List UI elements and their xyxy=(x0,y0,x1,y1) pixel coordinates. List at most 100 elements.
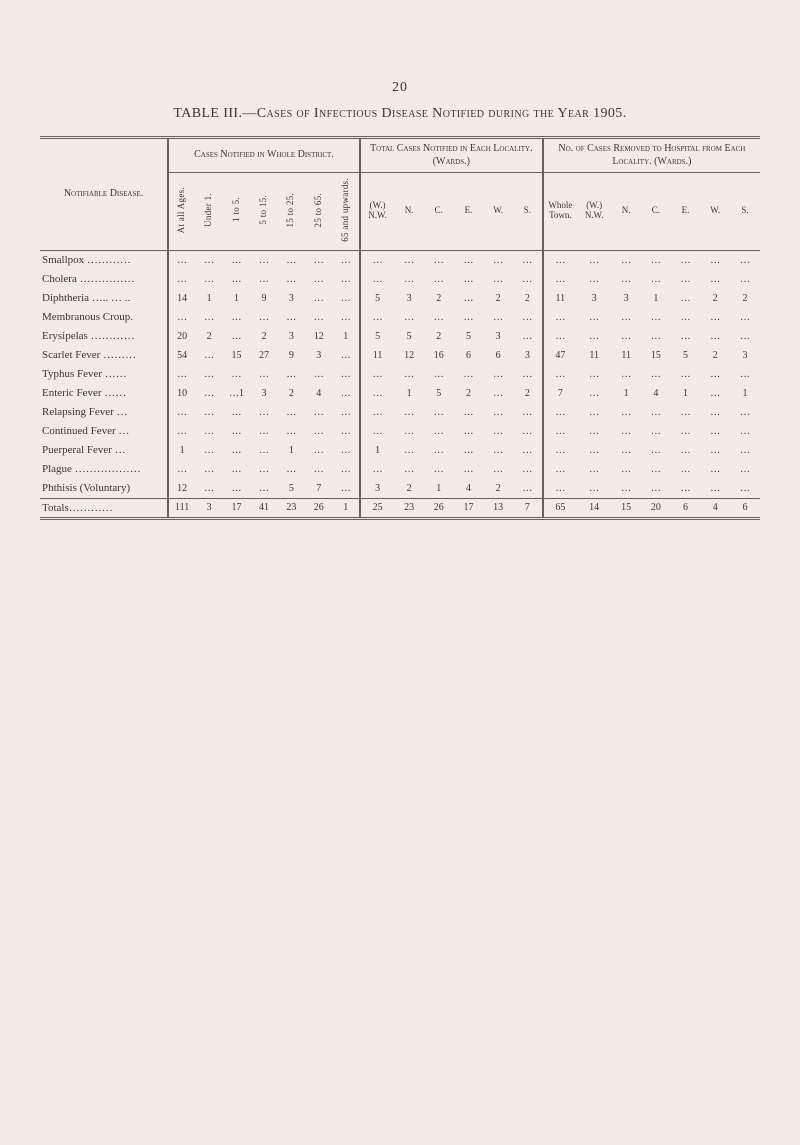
table-cell: … xyxy=(671,327,701,346)
totals-cell: 14 xyxy=(577,498,611,517)
table-cell: … xyxy=(333,289,360,308)
table-cell: 5 xyxy=(424,384,454,403)
disease-name: Diphtheria ….. … .. xyxy=(40,289,168,308)
totals-cell: 17 xyxy=(454,498,484,517)
table-cell: … xyxy=(671,403,701,422)
table-cell: 4 xyxy=(641,384,671,403)
table-cell: … xyxy=(278,403,305,422)
table-cell: … xyxy=(360,403,394,422)
table-cell: … xyxy=(483,250,513,270)
table-cell: 15 xyxy=(223,346,250,365)
table-cell: … xyxy=(394,365,424,384)
table-cell: … xyxy=(168,308,195,327)
table-cell: … xyxy=(250,308,277,327)
table-cell: … xyxy=(483,441,513,460)
table-cell: … xyxy=(454,250,484,270)
table-cell: … xyxy=(730,441,760,460)
table-cell: 3 xyxy=(250,384,277,403)
table-cell: … xyxy=(543,460,577,479)
g3-col-6: S. xyxy=(730,173,760,251)
table-cell: … xyxy=(223,403,250,422)
table-row: Enteric Fever ……10……1324……152…27…141…1 xyxy=(40,384,760,403)
g3-col-2: N. xyxy=(611,173,641,251)
table-cell: 1 xyxy=(394,384,424,403)
table-cell: … xyxy=(641,270,671,289)
table-cell: … xyxy=(305,422,332,441)
table-cell: 2 xyxy=(195,327,222,346)
table-cell: … xyxy=(513,270,543,289)
table-cell: … xyxy=(360,250,394,270)
table-cell: … xyxy=(577,270,611,289)
totals-cell: 17 xyxy=(223,498,250,517)
table-cell: … xyxy=(305,365,332,384)
table-cell: … xyxy=(333,250,360,270)
table-cell: … xyxy=(730,250,760,270)
table-cell: … xyxy=(483,422,513,441)
table-cell: … xyxy=(454,289,484,308)
table-row: Diphtheria ….. … ..141193……532…2211331…2… xyxy=(40,289,760,308)
disease-name: Membranous Croup. xyxy=(40,308,168,327)
table-cell: … xyxy=(305,308,332,327)
table-cell: … xyxy=(454,460,484,479)
table-row: Typhus Fever ………………………………………………………… xyxy=(40,365,760,384)
table-cell: … xyxy=(360,365,394,384)
table-cell: … xyxy=(278,270,305,289)
table-cell: 3 xyxy=(513,346,543,365)
g2-col-1: N. xyxy=(394,173,424,251)
table-cell: 1 xyxy=(333,327,360,346)
totals-cell: 3 xyxy=(195,498,222,517)
table-cell: … xyxy=(250,270,277,289)
table-cell: … xyxy=(333,403,360,422)
table-cell: … xyxy=(223,441,250,460)
table-cell: … xyxy=(250,365,277,384)
table-cell: 3 xyxy=(278,327,305,346)
table-cell: 2 xyxy=(278,384,305,403)
table-cell: 11 xyxy=(611,346,641,365)
totals-row: Totals………… 111 3 17 41 23 26 1 25 23 26 … xyxy=(40,498,760,517)
table-cell: … xyxy=(250,441,277,460)
table-cell: 3 xyxy=(611,289,641,308)
table-cell: … xyxy=(394,308,424,327)
table-cell: … xyxy=(513,250,543,270)
table-cell: … xyxy=(577,365,611,384)
table-cell: … xyxy=(305,289,332,308)
table-cell: 2 xyxy=(730,289,760,308)
table-cell: … xyxy=(168,403,195,422)
table-cell: … xyxy=(700,384,730,403)
table-row: Scarlet Fever ………54…152793…1112166634711… xyxy=(40,346,760,365)
disease-name: Cholera …………… xyxy=(40,270,168,289)
table-cell: … xyxy=(700,479,730,499)
table-cell: … xyxy=(513,403,543,422)
table-cell: … xyxy=(250,422,277,441)
table-cell: 5 xyxy=(278,479,305,499)
row-label-header: Notifiable Disease. xyxy=(40,139,168,250)
table-cell: 5 xyxy=(671,346,701,365)
g2-col-5: S. xyxy=(513,173,543,251)
table-cell: … xyxy=(333,308,360,327)
table-cell: 5 xyxy=(454,327,484,346)
table-body: Smallpox ………………………………………………………………Cholera… xyxy=(40,250,760,498)
table-cell: … xyxy=(360,270,394,289)
table-cell: … xyxy=(223,479,250,499)
disease-name: Puerperal Fever … xyxy=(40,441,168,460)
table-cell: … xyxy=(611,250,641,270)
table-cell: … xyxy=(543,365,577,384)
table-cell: … xyxy=(454,308,484,327)
table-cell: … xyxy=(483,460,513,479)
table-cell: … xyxy=(305,460,332,479)
disease-name: Plague ……………… xyxy=(40,460,168,479)
table-cell: 3 xyxy=(360,479,394,499)
table-cell: … xyxy=(730,270,760,289)
table-wrapper: Notifiable Disease. Cases Notified in Wh… xyxy=(40,136,760,520)
table-cell: … xyxy=(168,250,195,270)
table-cell: … xyxy=(671,479,701,499)
table-cell: … xyxy=(333,270,360,289)
table-cell: … xyxy=(483,308,513,327)
table-cell: 3 xyxy=(577,289,611,308)
table-cell: 16 xyxy=(424,346,454,365)
table-row: Plague …………………………………………………………………… xyxy=(40,460,760,479)
table-row: Puerperal Fever …1………1……1……………………………… xyxy=(40,441,760,460)
table-cell: 12 xyxy=(305,327,332,346)
totals-cell: 20 xyxy=(641,498,671,517)
table-cell: … xyxy=(513,308,543,327)
